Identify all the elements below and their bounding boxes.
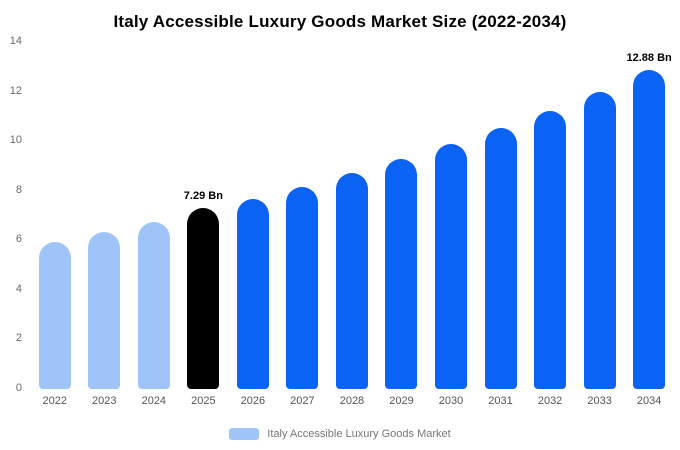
bar-wrap [228, 42, 278, 389]
bar-column: 2030 [426, 42, 476, 408]
bar-column: 2031 [476, 42, 526, 408]
y-tick-label: 0 [15, 382, 22, 394]
chart-title: Italy Accessible Luxury Goods Market Siz… [113, 12, 567, 31]
bar-wrap [476, 42, 526, 389]
bar-2030[interactable] [435, 143, 468, 389]
bar-2022[interactable] [38, 241, 71, 389]
bar-column: 2033 [575, 42, 625, 408]
bar-2023[interactable] [88, 232, 121, 389]
bar-wrap [327, 42, 377, 389]
x-axis-label: 2022 [42, 395, 67, 407]
x-axis-label: 2034 [636, 395, 662, 407]
bar-column: 2022 [30, 42, 80, 408]
legend-item[interactable]: Italy Accessible Luxury Goods Market [0, 428, 680, 440]
bar-2034[interactable] [633, 69, 666, 389]
value-label: 7.29 Bn [183, 190, 223, 203]
bar-column: 2032 [525, 42, 575, 408]
bar-2033[interactable] [583, 91, 616, 389]
bar-chart: 0 2 4 6 8 10 12 14 2022 2023 2024 7.29 Bn 2025 2026 2… [0, 36, 680, 408]
bar-wrap [426, 42, 476, 389]
bar-wrap [129, 42, 179, 389]
bar-2031[interactable] [484, 127, 517, 389]
y-tick-label: 2 [15, 332, 22, 345]
bar-column: 2023 [80, 42, 130, 408]
y-tick-label: 14 [9, 35, 22, 47]
y-tick-label: 10 [9, 134, 22, 147]
x-axis-label: 2024 [141, 395, 167, 407]
bar-column: 2027 [278, 42, 328, 408]
x-axis-label: 2031 [488, 395, 513, 407]
bar-2032[interactable] [534, 111, 567, 389]
bar-2026[interactable] [236, 199, 269, 389]
bar-wrap [80, 42, 130, 389]
bar-wrap: 12.88 Bn [624, 42, 674, 389]
x-axis-label: 2033 [587, 395, 612, 407]
bar-2029[interactable] [385, 158, 418, 389]
bar-column: 2024 [129, 42, 179, 408]
bar-2024[interactable] [137, 222, 170, 389]
plot-row: 2022 2023 2024 7.29 Bn 2025 2026 2027 2028 2029 2… [30, 42, 674, 408]
value-label: 12.88 Bn [626, 51, 672, 64]
y-tick-label: 8 [15, 183, 22, 196]
x-axis-label: 2027 [290, 395, 315, 407]
x-axis-label: 2032 [537, 395, 563, 407]
bar-2027[interactable] [286, 187, 319, 389]
y-tick-label: 12 [9, 84, 22, 97]
bar-wrap [278, 42, 328, 389]
bar-wrap [575, 42, 625, 389]
bar-column: 2029 [377, 42, 427, 408]
bar-column: 7.29 Bn 2025 [179, 42, 229, 408]
legend-swatch [229, 428, 260, 440]
x-axis-label: 2028 [339, 395, 365, 407]
x-axis-label: 2030 [438, 395, 464, 407]
bar-wrap [30, 42, 80, 389]
x-axis-label: 2023 [92, 395, 117, 407]
x-axis-label: 2029 [389, 395, 414, 407]
bar-column: 2028 [327, 42, 377, 408]
x-axis-label: 2025 [191, 395, 216, 407]
y-axis: 0 2 4 6 8 10 12 14 [0, 36, 26, 394]
bar-2025[interactable] [187, 208, 220, 389]
bar-column: 12.88 Bn 2034 [624, 42, 674, 408]
bar-column: 2026 [228, 42, 278, 408]
legend-label: Italy Accessible Luxury Goods Market [267, 428, 451, 440]
x-axis-label: 2026 [240, 395, 266, 407]
bar-wrap: 7.29 Bn [179, 42, 229, 389]
y-tick-label: 4 [15, 282, 22, 295]
bar-wrap [377, 42, 427, 389]
y-tick-label: 6 [15, 233, 22, 246]
bar-wrap [525, 42, 575, 389]
bar-2028[interactable] [335, 173, 368, 389]
